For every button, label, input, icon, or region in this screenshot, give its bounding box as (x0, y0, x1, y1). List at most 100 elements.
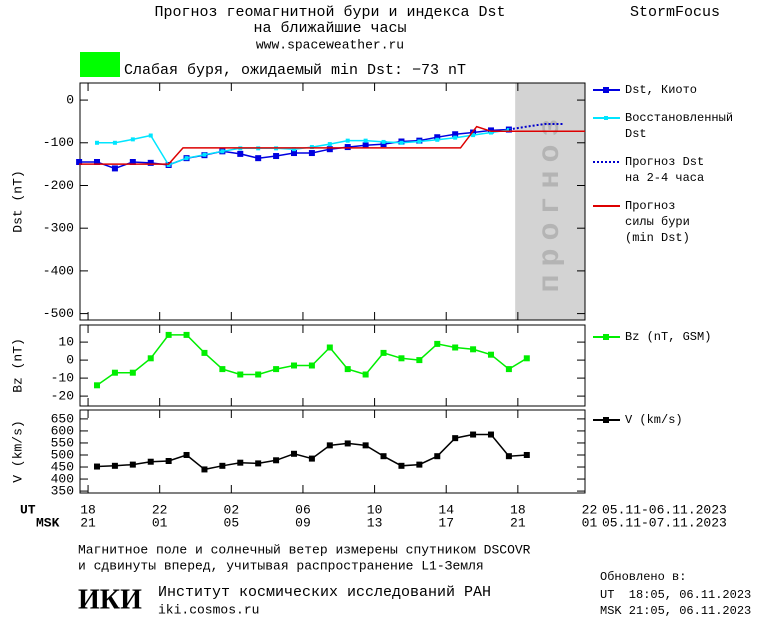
data-point (184, 156, 189, 161)
institute-url[interactable]: iki.cosmos.ru (158, 602, 259, 617)
x-tick-label: 10 (367, 502, 383, 517)
x-tick-label: 18 (510, 502, 526, 517)
y-tick-label: -200 (43, 178, 74, 193)
data-point (308, 455, 315, 462)
y-tick-label: 450 (51, 459, 74, 474)
x-tick-label-msk: 05 (224, 515, 240, 530)
data-point (362, 442, 369, 449)
legend-label: Dst, Киото (625, 83, 697, 97)
data-point (148, 133, 153, 138)
y-tick-label: 600 (51, 423, 74, 438)
x-tick-label-msk: 01 (582, 515, 598, 530)
y-tick-label: -10 (51, 371, 74, 386)
series-line (508, 123, 563, 131)
data-point (453, 135, 458, 140)
data-point (416, 357, 423, 364)
data-point (255, 460, 262, 467)
data-point (290, 362, 297, 369)
data-point (344, 366, 351, 373)
institute: Институт космических исследований РАН (158, 584, 491, 601)
data-point (327, 142, 332, 147)
y-tick-label: -100 (43, 135, 74, 150)
data-point (112, 140, 117, 145)
data-point (94, 159, 101, 165)
data-point (255, 155, 262, 162)
y-tick-label: 500 (51, 447, 74, 462)
y-tick-label: 0 (66, 93, 74, 108)
plot-frame (79, 409, 586, 494)
y-tick-label: -300 (43, 221, 74, 236)
subtitle: на ближайшие часы (253, 20, 406, 37)
storm-banner-text: Слабая буря, ожидаемый min Dst: −73 nT (124, 62, 466, 79)
y-tick-label: 350 (51, 484, 74, 499)
y-tick-label: -500 (43, 306, 74, 321)
data-point (273, 457, 280, 464)
data-point (434, 134, 441, 141)
ut-label: UT (20, 502, 36, 517)
site-url[interactable]: www.spaceweather.ru (256, 37, 404, 52)
series-line (96, 334, 528, 386)
data-point (452, 131, 459, 138)
x-tick-label-msk: 21 (510, 515, 526, 530)
data-point (452, 435, 459, 442)
plot-frame (79, 82, 586, 321)
data-point (523, 451, 530, 458)
data-point (434, 340, 441, 347)
data-point (523, 355, 530, 362)
data-point (505, 453, 512, 460)
legend-label: Прогноз силы бури (min Dst) (625, 199, 690, 245)
data-point (345, 138, 350, 143)
data-point (470, 431, 477, 438)
logo: ИКИ (78, 584, 142, 615)
data-point (290, 450, 297, 457)
y-axis-label: V (km/s) (10, 420, 25, 482)
updated-ut: UT 18:05, 06.11.2023 (600, 588, 751, 602)
data-point (487, 431, 494, 438)
forecast-label: прогноз (534, 110, 568, 292)
data-point (308, 362, 315, 369)
data-point (95, 140, 100, 145)
data-point (147, 458, 154, 465)
data-point (219, 366, 226, 373)
data-point (255, 371, 262, 378)
data-point (183, 451, 190, 458)
x-tick-label: 02 (224, 502, 240, 517)
x-tick-label-msk: 01 (152, 515, 168, 530)
y-axis-label: Dst (nT) (10, 170, 25, 232)
legend-label: Восстановленный Dst (625, 111, 733, 141)
data-point (380, 349, 387, 356)
x-tick-label-msk: 13 (367, 515, 383, 530)
data-point (488, 130, 493, 135)
data-point (273, 153, 280, 160)
data-point (487, 127, 494, 134)
data-point (129, 461, 136, 468)
series-line (96, 433, 527, 471)
ut-range: 05.11-06.11.2023 (602, 502, 727, 517)
data-point (111, 369, 118, 376)
x-tick-label: 22 (152, 502, 168, 517)
y-tick-label: 0 (66, 353, 74, 368)
x-tick-label-msk: 21 (80, 515, 96, 530)
legend-marker (604, 116, 608, 120)
data-point (166, 162, 171, 167)
data-point (505, 366, 512, 373)
data-point (220, 149, 225, 154)
data-point (470, 346, 477, 353)
data-point (381, 139, 386, 144)
data-point (237, 371, 244, 378)
updated-msk: MSK 21:05, 06.11.2023 (600, 604, 751, 618)
data-point (362, 142, 369, 149)
data-point (219, 462, 226, 469)
data-point (201, 466, 208, 473)
msk-range: 05.11-07.11.2023 (602, 515, 727, 530)
data-point (147, 355, 154, 362)
updated-label: Обновлено в: (600, 570, 686, 584)
legend-label: V (km/s) (625, 413, 683, 427)
y-axis-label: Bz (nT) (10, 338, 25, 393)
data-point (399, 140, 404, 145)
data-point (398, 355, 405, 362)
data-point (202, 152, 207, 157)
storm-level-box (80, 52, 120, 77)
x-tick-label-msk: 17 (438, 515, 454, 530)
